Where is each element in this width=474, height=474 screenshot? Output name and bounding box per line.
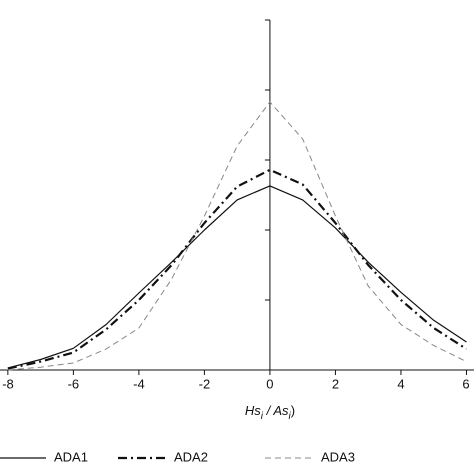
- legend-label: ADA1: [54, 449, 88, 464]
- x-tick-label: 2: [332, 376, 339, 391]
- line-series: [7, 185, 467, 369]
- x-label-part: Hs: [245, 403, 261, 418]
- x-label-part: ): [291, 403, 295, 418]
- x-tick-label: 0: [266, 376, 273, 391]
- x-tick-label: -6: [68, 376, 80, 391]
- x-axis-label: Hsi / Asi): [245, 403, 295, 421]
- x-label-sub: i: [261, 411, 264, 422]
- x-tick-label: 6: [462, 376, 469, 391]
- x-tick-label: -4: [133, 376, 145, 391]
- legend-label: ADA3: [321, 449, 355, 464]
- x-tick-label: -2: [199, 376, 211, 391]
- line-series: [7, 101, 467, 371]
- x-tick-label: -8: [2, 376, 14, 391]
- line-series: [7, 168, 468, 370]
- x-label-sub: i: [289, 411, 292, 422]
- legend-label: ADA2: [174, 449, 208, 464]
- x-label-part: / As: [263, 403, 289, 418]
- x-tick-label: 4: [397, 376, 404, 391]
